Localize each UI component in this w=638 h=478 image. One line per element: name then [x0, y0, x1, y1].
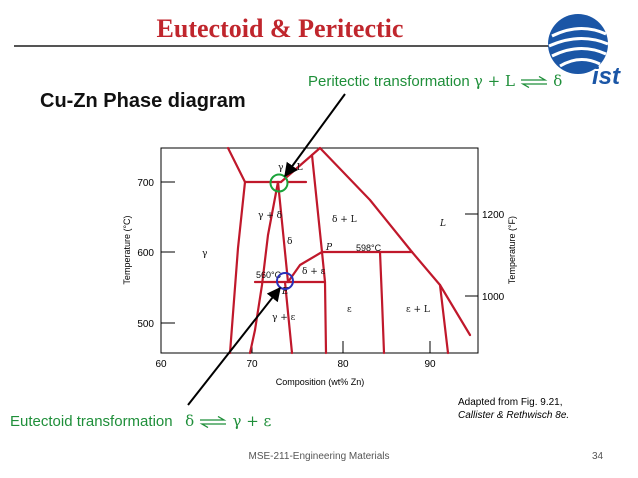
y-axis-right-label: Temperature (°F)	[507, 216, 517, 284]
x-tick-90: 90	[424, 359, 436, 370]
gamma-solvus	[228, 180, 247, 355]
label-eps-L: ε + L	[406, 305, 430, 315]
label-L: L	[439, 219, 446, 229]
eutectoid-text: Eutectoid transformation	[10, 413, 173, 430]
label-560C: 560°C	[256, 270, 282, 280]
peritectic-reactants: γ + L	[473, 72, 515, 90]
epsilon-right-boundary	[378, 250, 386, 355]
footer-text: MSE-211-Engineering Materials	[248, 451, 390, 462]
equilibrium-arrow-icon	[520, 75, 548, 89]
gamma-boundary	[248, 180, 280, 355]
label-P: P	[325, 243, 333, 253]
peritectic-product: δ	[553, 72, 563, 90]
eutectoid-label: Eutectoid transformation δ γ + ε	[10, 412, 271, 430]
label-delta-L: δ + L	[332, 215, 357, 225]
y-tick-600: 600	[137, 248, 154, 259]
eutectoid-reactant: δ	[185, 412, 195, 430]
label-gamma-eps: γ + ε	[272, 313, 296, 323]
source-line-2: Callister & Rethwisch 8e.	[458, 410, 570, 421]
x-axis-label: Composition (wt% Zn)	[276, 377, 365, 387]
ist-logo: ist	[548, 14, 621, 90]
slide-title: Eutectoid & Peritectic	[156, 14, 404, 43]
title-divider	[14, 45, 579, 47]
label-598C: 598°C	[356, 243, 382, 253]
x-tick-80: 80	[337, 359, 349, 370]
delta-left-boundary	[276, 180, 290, 284]
label-gamma: γ	[202, 249, 207, 259]
label-E: E	[281, 287, 289, 297]
label-delta: δ	[287, 237, 292, 247]
plot-frame	[160, 147, 479, 354]
label-delta-eps: δ + ε	[302, 267, 326, 277]
label-gamma-delta: γ + δ	[258, 211, 282, 221]
logo-text: ist	[592, 63, 621, 90]
y-tick-700: 700	[137, 178, 154, 189]
peritectic-point-circle	[269, 173, 289, 193]
label-eps: ε	[347, 305, 352, 315]
epsilon-left-boundary	[320, 250, 328, 355]
y-right-tick-1000: 1000	[482, 292, 505, 303]
x-tick-70: 70	[246, 359, 258, 370]
peritectic-label: Peritectic transformation γ + L δ	[308, 72, 562, 90]
source-line-1: Adapted from Fig. 9.21,	[458, 397, 563, 408]
gamma-eps-right	[283, 280, 294, 355]
x-tick-60: 60	[155, 359, 167, 370]
delta-liquidus	[310, 153, 324, 254]
page-number: 34	[592, 451, 604, 462]
eta-boundary	[438, 283, 450, 355]
eutectoid-point-circle	[276, 272, 294, 290]
phase-boundaries	[226, 146, 472, 355]
source-note: Adapted from Fig. 9.21, Callister & Reth…	[458, 396, 569, 422]
eutectoid-arrow	[187, 286, 281, 406]
peritectic-text: Peritectic transformation	[308, 73, 470, 90]
peritectic-arrow	[284, 93, 346, 178]
y-tick-500: 500	[137, 319, 154, 330]
y-right-tick-1200: 1200	[482, 210, 505, 221]
liquidus-upper-right	[318, 146, 414, 254]
equilibrium-arrow-icon	[199, 415, 227, 429]
y-axis-left-label: Temperature (°C)	[122, 215, 132, 284]
liquidus-left	[226, 146, 247, 184]
eutectoid-products: γ + ε	[232, 412, 272, 430]
subtitle: Cu-Zn Phase diagram	[40, 90, 246, 112]
